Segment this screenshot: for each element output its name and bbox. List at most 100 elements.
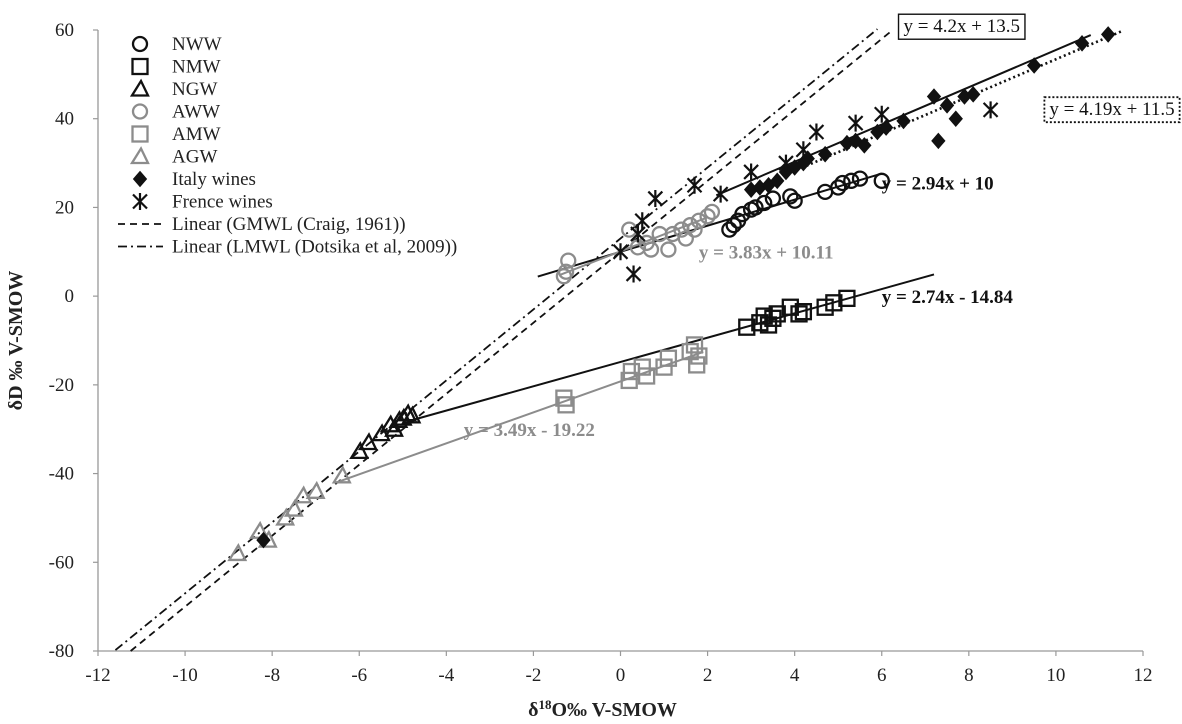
x-tick-label: 10	[1046, 665, 1065, 686]
point-amw	[633, 358, 651, 376]
point-nmw	[825, 294, 843, 312]
legend-item: NGW	[129, 78, 217, 100]
point-frence-wines	[847, 114, 864, 132]
point-italy-wines	[926, 88, 942, 105]
point-nww	[721, 221, 738, 238]
point-nww	[725, 217, 742, 234]
reference-lines	[114, 28, 894, 652]
equation-box	[1043, 96, 1181, 124]
equation-label: y = 4.19x + 11.5	[1043, 96, 1181, 124]
point-nmw	[755, 307, 773, 325]
equation-text: y = 2.74x - 14.84	[882, 287, 1014, 308]
point-ngw	[384, 418, 404, 437]
point-aww	[703, 203, 721, 221]
legend-item: AGW	[129, 146, 217, 168]
point-amw	[688, 356, 706, 374]
legend-marker-nww	[131, 35, 149, 53]
point-amw	[690, 347, 708, 365]
point-amw	[620, 371, 638, 390]
legend-marker-italy-wines	[132, 170, 148, 188]
equation-box	[897, 13, 1026, 40]
point-nww	[786, 192, 803, 209]
legend-marker-agw	[129, 146, 150, 165]
legend-marker-ngw	[129, 78, 150, 97]
series-nww	[721, 170, 890, 238]
x-tick-label: 8	[964, 665, 974, 686]
axes: -12 -10 -8 -6 -4 -2 0 2 4 6 8 10 12-80-60-40-2002040…	[5, 20, 1153, 721]
point-aww	[660, 241, 677, 258]
point-aww	[686, 221, 703, 238]
legend-label: Italy wines	[172, 169, 256, 190]
legend-label: Frence wines	[172, 192, 273, 213]
legend-label: AMW	[172, 124, 221, 145]
point-ngw	[401, 405, 422, 424]
point-aww	[642, 241, 660, 258]
point-italy-wines	[939, 97, 955, 114]
point-nmw	[738, 318, 756, 336]
legend-marker-frence-wines	[132, 193, 148, 210]
equation-label: y = 4.2x + 13.5	[897, 13, 1026, 40]
point-italy-wines	[857, 137, 872, 154]
point-agw	[331, 465, 352, 484]
point-nmw	[794, 303, 813, 321]
trendline-y-3-49x-19-22	[337, 351, 704, 483]
point-aww	[621, 221, 638, 238]
x-tick-label: -8	[264, 665, 280, 686]
point-italy-wines	[896, 112, 911, 130]
y-tick-label: -20	[49, 375, 74, 396]
point-ngw	[397, 403, 417, 422]
point-agw	[292, 485, 313, 504]
legend-item: NMW	[131, 57, 221, 78]
point-frence-wines	[778, 154, 794, 172]
legend-marker-amw	[131, 125, 149, 143]
point-frence-wines	[634, 212, 651, 230]
x-tick-label: -10	[172, 665, 197, 686]
legend-item: AMW	[131, 124, 221, 145]
point-aww	[682, 217, 699, 234]
point-amw	[655, 358, 673, 376]
legend-marker-aww	[131, 103, 149, 120]
equation-labels: y = 2.94x + 10 y = 2.74x - 14.84 y = 3.83x…	[464, 13, 1181, 441]
x-tick-label: -4	[438, 665, 454, 686]
point-amw	[637, 367, 656, 385]
data-points	[227, 26, 1116, 562]
point-frence-wines	[686, 176, 703, 194]
point-agw	[275, 507, 296, 526]
x-tick-label: 6	[877, 665, 887, 686]
point-aww	[560, 252, 577, 269]
point-italy-wines	[878, 119, 894, 136]
point-frence-wines	[743, 163, 759, 181]
point-amw	[685, 336, 704, 354]
equation-text: y = 2.94x + 10	[882, 174, 994, 195]
legend-item: Frence wines	[132, 192, 273, 213]
equation-label: y = 2.74x - 14.84	[882, 287, 1014, 308]
point-frence-wines	[630, 225, 646, 243]
point-nww	[764, 190, 782, 207]
legend-label: NMW	[172, 57, 221, 78]
legend-item: NWW	[131, 34, 222, 55]
y-tick-label: 40	[55, 109, 74, 130]
point-aww	[699, 208, 716, 225]
point-aww	[557, 263, 575, 280]
legend-label: Linear (GMWL (Craig, 1961))	[172, 214, 406, 235]
point-aww	[690, 212, 708, 229]
point-nww	[747, 199, 764, 216]
legend-item: Linear (GMWL (Craig, 1961))	[118, 214, 406, 235]
point-amw	[659, 349, 678, 367]
point-italy-wines	[948, 110, 963, 127]
point-nmw	[790, 305, 808, 323]
legend-label: AWW	[172, 102, 220, 123]
equation-label: y = 3.49x - 19.22	[464, 420, 595, 441]
point-nww	[843, 172, 860, 189]
x-tick-label: 2	[703, 665, 713, 686]
x-tick-label: 12	[1134, 665, 1153, 686]
y-tick-label: -40	[49, 464, 74, 485]
point-italy-wines	[966, 86, 981, 103]
y-tick-label: 60	[55, 20, 74, 41]
point-italy-wines	[770, 172, 785, 190]
point-agw	[227, 543, 248, 562]
point-frence-wines	[873, 105, 890, 123]
point-ngw	[357, 432, 378, 451]
equation-text: y = 3.83x + 10.11	[699, 242, 834, 263]
